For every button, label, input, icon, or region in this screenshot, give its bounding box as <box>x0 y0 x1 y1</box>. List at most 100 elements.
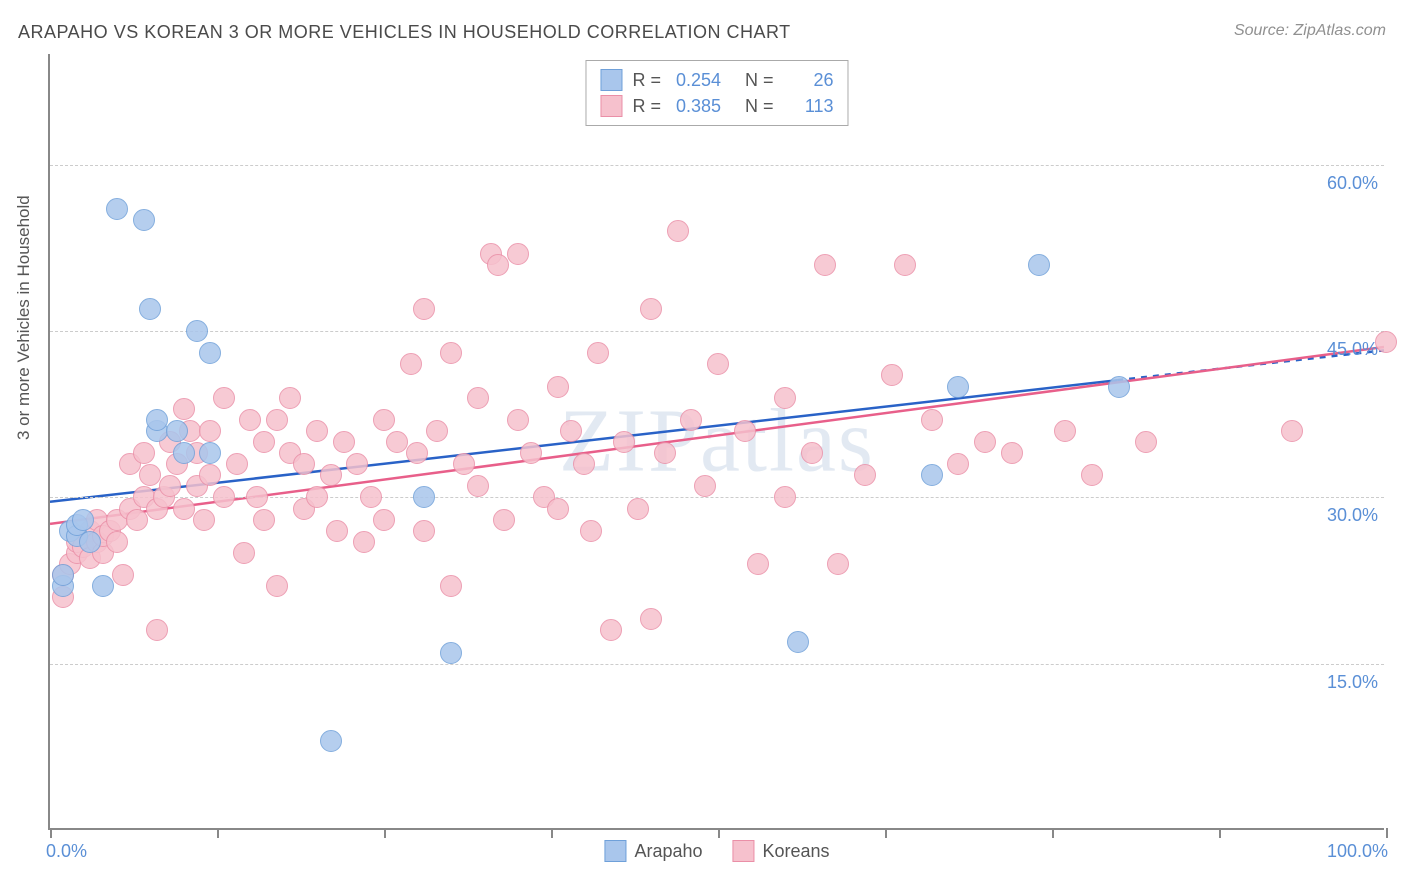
series-legend: Arapaho Koreans <box>604 840 829 862</box>
data-point <box>774 387 796 409</box>
data-point <box>146 409 168 431</box>
data-point <box>199 442 221 464</box>
data-point <box>413 520 435 542</box>
data-point <box>293 453 315 475</box>
legend-swatch-arapaho <box>600 69 622 91</box>
data-point <box>386 431 408 453</box>
legend-r-label: R = <box>632 67 661 93</box>
data-point <box>79 531 101 553</box>
x-tick <box>718 828 720 838</box>
data-point <box>133 442 155 464</box>
data-point <box>326 520 348 542</box>
data-point <box>400 353 422 375</box>
data-point <box>507 409 529 431</box>
data-point <box>126 509 148 531</box>
data-point <box>747 553 769 575</box>
data-point <box>213 486 235 508</box>
data-point <box>112 564 134 586</box>
data-point <box>346 453 368 475</box>
data-point <box>787 631 809 653</box>
data-point <box>72 509 94 531</box>
data-point <box>774 486 796 508</box>
data-point <box>467 387 489 409</box>
data-point <box>801 442 823 464</box>
data-point <box>814 254 836 276</box>
data-point <box>1001 442 1023 464</box>
data-point <box>440 575 462 597</box>
data-point <box>106 531 128 553</box>
data-point <box>406 442 428 464</box>
data-point <box>306 420 328 442</box>
data-point <box>173 398 195 420</box>
data-point <box>239 409 261 431</box>
data-point <box>139 464 161 486</box>
data-point <box>353 531 375 553</box>
data-point <box>333 431 355 453</box>
data-point <box>199 342 221 364</box>
series-legend-item-arapaho: Arapaho <box>604 840 702 862</box>
data-point <box>974 431 996 453</box>
data-point <box>106 198 128 220</box>
data-point <box>827 553 849 575</box>
data-point <box>1135 431 1157 453</box>
data-point <box>440 342 462 364</box>
data-point <box>52 564 74 586</box>
legend-r-value-koreans: 0.385 <box>671 93 721 119</box>
data-point <box>413 486 435 508</box>
legend-swatch-koreans <box>600 95 622 117</box>
data-point <box>199 464 221 486</box>
gridline <box>50 331 1384 332</box>
legend-r-value-arapaho: 0.254 <box>671 67 721 93</box>
data-point <box>573 453 595 475</box>
data-point <box>1281 420 1303 442</box>
legend-r-label: R = <box>632 93 661 119</box>
data-point <box>233 542 255 564</box>
data-point <box>1081 464 1103 486</box>
data-point <box>279 387 301 409</box>
x-tick <box>1219 828 1221 838</box>
data-point <box>253 509 275 531</box>
data-point <box>226 453 248 475</box>
x-tick <box>384 828 386 838</box>
data-point <box>667 220 689 242</box>
y-tick-label: 15.0% <box>1327 672 1386 693</box>
data-point <box>694 475 716 497</box>
data-point <box>493 509 515 531</box>
legend-n-label: N = <box>745 93 774 119</box>
chart-title: ARAPAHO VS KOREAN 3 OR MORE VEHICLES IN … <box>18 22 791 43</box>
y-tick-label: 30.0% <box>1327 505 1386 526</box>
series-legend-item-koreans: Koreans <box>733 840 830 862</box>
legend-n-label: N = <box>745 67 774 93</box>
data-point <box>921 464 943 486</box>
data-point <box>947 453 969 475</box>
correlation-legend: R = 0.254 N = 26 R = 0.385 N = 113 <box>585 60 848 126</box>
data-point <box>640 608 662 630</box>
data-point <box>487 254 509 276</box>
data-point <box>894 254 916 276</box>
data-point <box>560 420 582 442</box>
data-point <box>92 575 114 597</box>
data-point <box>159 475 181 497</box>
x-tick <box>551 828 553 838</box>
data-point <box>587 342 609 364</box>
watermark: ZIPatlas <box>559 390 875 493</box>
legend-swatch-koreans <box>733 840 755 862</box>
data-point <box>707 353 729 375</box>
gridline <box>50 165 1384 166</box>
data-point <box>173 442 195 464</box>
data-point <box>320 464 342 486</box>
data-point <box>520 442 542 464</box>
data-point <box>253 431 275 453</box>
data-point <box>373 509 395 531</box>
legend-row-koreans: R = 0.385 N = 113 <box>600 93 833 119</box>
data-point <box>547 376 569 398</box>
x-tick <box>1052 828 1054 838</box>
gridline <box>50 664 1384 665</box>
data-point <box>320 730 342 752</box>
data-point <box>1054 420 1076 442</box>
data-point <box>373 409 395 431</box>
data-point <box>1028 254 1050 276</box>
data-point <box>266 575 288 597</box>
x-tick <box>885 828 887 838</box>
data-point <box>139 298 161 320</box>
